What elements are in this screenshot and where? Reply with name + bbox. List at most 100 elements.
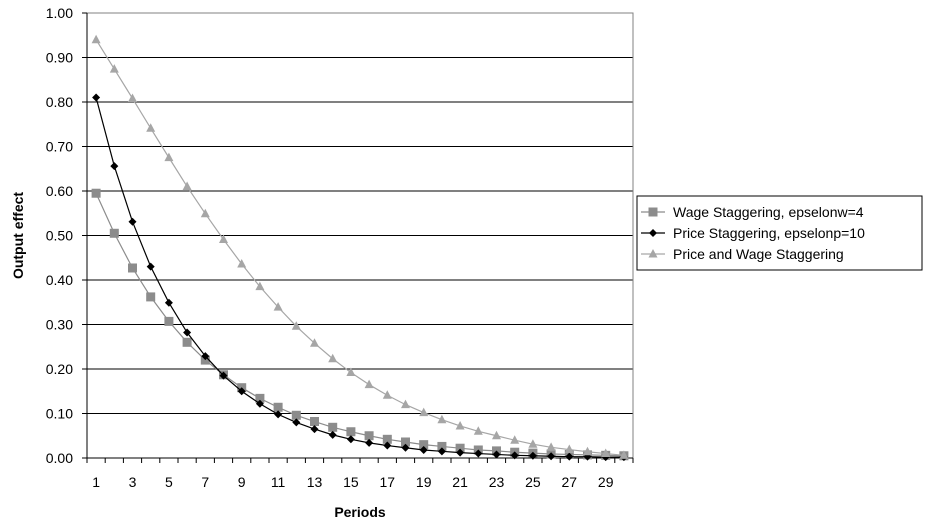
series-line bbox=[95, 97, 624, 458]
data-point-triangle bbox=[237, 258, 247, 268]
legend-item: Price Staggering, epselonp=10 bbox=[641, 225, 865, 241]
data-point-triangle bbox=[546, 442, 556, 451]
data-point-triangle bbox=[419, 407, 429, 417]
x-tick-label: 9 bbox=[238, 474, 246, 490]
data-point-diamond bbox=[255, 399, 264, 408]
y-axis-title: Output effect bbox=[10, 192, 26, 279]
data-point-triangle bbox=[273, 302, 283, 311]
x-axis-title: Periods bbox=[334, 504, 386, 520]
data-point-diamond bbox=[528, 451, 537, 460]
data-point-square bbox=[273, 402, 283, 412]
data-point-diamond bbox=[219, 371, 228, 380]
x-tick-label: 29 bbox=[598, 474, 614, 490]
data-point-diamond bbox=[310, 425, 319, 434]
data-point-triangle bbox=[648, 249, 658, 258]
data-point-diamond bbox=[401, 443, 410, 452]
data-point-diamond bbox=[383, 441, 392, 450]
legend-box bbox=[636, 195, 923, 271]
y-tick-label: 0.20 bbox=[46, 361, 73, 377]
data-point-triangle bbox=[473, 426, 483, 435]
data-point-triangle bbox=[182, 181, 192, 191]
series-group bbox=[92, 93, 628, 462]
data-point-triangle bbox=[146, 123, 156, 132]
data-point-diamond bbox=[649, 229, 657, 237]
data-point-diamond bbox=[237, 387, 246, 396]
data-point-square bbox=[455, 443, 465, 453]
legend-label: Price Staggering, epselonp=10 bbox=[673, 225, 865, 241]
data-point-triangle bbox=[128, 93, 137, 102]
data-point-square bbox=[146, 292, 156, 302]
x-tick-label: 13 bbox=[307, 474, 323, 490]
y-tick-label: 1.00 bbox=[46, 5, 73, 21]
data-point-triangle bbox=[310, 338, 319, 347]
y-tick-label: 0.10 bbox=[46, 406, 73, 422]
data-point-triangle bbox=[564, 444, 574, 454]
legend-item: Wage Staggering, epselonw=4 bbox=[641, 204, 864, 220]
y-tick-label: 0.90 bbox=[46, 50, 73, 66]
data-point-diamond bbox=[510, 451, 519, 460]
data-point-triangle bbox=[255, 281, 265, 291]
data-point-square bbox=[364, 431, 374, 441]
series-lines bbox=[91, 34, 629, 462]
data-point-triangle bbox=[219, 234, 228, 244]
y-tick-label: 0.00 bbox=[46, 450, 73, 466]
y-tick-label: 0.40 bbox=[46, 272, 73, 288]
x-tick-label: 25 bbox=[525, 474, 541, 490]
gridlines bbox=[87, 12, 633, 414]
data-point-triangle bbox=[528, 439, 538, 448]
tick-labels: 0.00 0.10 0.20 0.30 0.40 0.50 0.60 0.70 0.80 0.90… bbox=[46, 5, 614, 490]
data-point-diamond bbox=[419, 445, 428, 454]
data-point-triangle bbox=[492, 430, 501, 440]
data-point-triangle bbox=[455, 420, 465, 430]
data-point-square bbox=[648, 207, 658, 217]
data-point-triangle bbox=[583, 446, 592, 456]
data-point-diamond bbox=[274, 410, 283, 419]
data-point-diamond bbox=[201, 352, 210, 361]
x-tick-label: 3 bbox=[129, 474, 137, 490]
x-tick-label: 11 bbox=[271, 474, 286, 490]
x-tick-label: 15 bbox=[343, 474, 359, 490]
data-point-diamond bbox=[565, 452, 574, 461]
x-tick-label: 27 bbox=[562, 474, 578, 490]
data-point-triangle bbox=[328, 353, 338, 363]
axes bbox=[82, 12, 634, 463]
x-tick-label: 17 bbox=[380, 474, 396, 490]
x-tick-label: 21 bbox=[452, 474, 468, 490]
data-point-diamond bbox=[146, 262, 155, 271]
data-point-triangle bbox=[164, 152, 174, 162]
y-tick-label: 0.50 bbox=[46, 228, 73, 244]
data-point-square bbox=[291, 410, 301, 420]
series-group bbox=[91, 34, 629, 459]
legend-label: Wage Staggering, epselonw=4 bbox=[673, 204, 864, 220]
data-point-square bbox=[382, 434, 392, 444]
data-point-triangle bbox=[510, 435, 520, 444]
data-point-triangle bbox=[601, 448, 611, 458]
data-point-square bbox=[182, 337, 192, 347]
legend-label: Price and Wage Staggering bbox=[673, 246, 844, 262]
legend: Wage Staggering, epselonw=4 Price Stagger… bbox=[636, 195, 923, 271]
data-point-triangle bbox=[200, 208, 210, 218]
y-tick-label: 0.70 bbox=[46, 139, 73, 155]
data-point-square bbox=[128, 263, 137, 273]
data-point-diamond bbox=[183, 328, 192, 337]
data-point-triangle bbox=[346, 367, 356, 377]
data-point-diamond bbox=[164, 298, 173, 307]
data-point-square bbox=[91, 188, 101, 198]
series-line bbox=[95, 39, 624, 456]
y-tick-label: 0.80 bbox=[46, 94, 73, 110]
data-point-diamond bbox=[437, 447, 446, 456]
data-point-square bbox=[109, 228, 119, 238]
data-point-diamond bbox=[474, 449, 483, 458]
data-point-triangle bbox=[91, 34, 101, 44]
data-point-triangle bbox=[401, 399, 410, 409]
data-point-square bbox=[328, 422, 338, 432]
data-point-triangle bbox=[364, 379, 374, 389]
data-point-diamond bbox=[492, 450, 501, 459]
data-point-square bbox=[346, 427, 356, 437]
y-tick-label: 0.30 bbox=[46, 317, 73, 333]
data-point-triangle bbox=[109, 64, 119, 73]
data-point-diamond bbox=[292, 418, 301, 427]
data-point-diamond bbox=[110, 162, 119, 171]
data-point-square bbox=[401, 437, 410, 447]
data-point-square bbox=[164, 316, 174, 326]
